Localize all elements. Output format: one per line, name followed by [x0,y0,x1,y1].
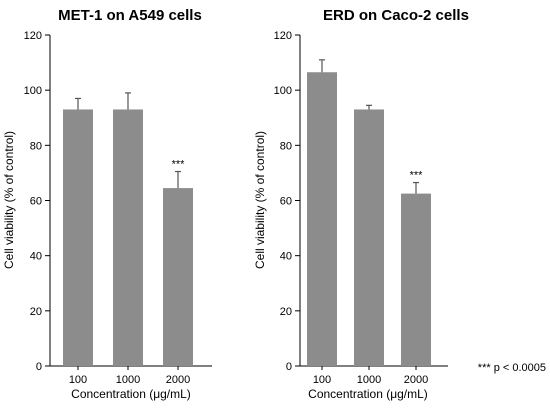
bar [163,188,193,366]
significance-label: *** [172,159,186,171]
chart-panel-erd: ERD on Caco-2 cells Cell viability (% of… [253,7,469,401]
bar [354,109,384,366]
y-tick-label: 40 [280,251,292,263]
x-tick-label: 2000 [166,374,190,386]
chart-marks: 0 20 40 60 80 100 120 100 1000 2000 *** [24,30,212,386]
y-tick-label: 60 [280,196,292,208]
y-tick-label: 0 [286,361,292,373]
y-axis-label: Cell viability (% of control) [253,131,267,269]
y-axis-label: Cell viability (% of control) [2,131,16,269]
y-tick-label: 20 [280,306,292,318]
x-tick-label: 2000 [404,374,428,386]
chart-panel-met1: MET-1 on A549 cells Cell viability (% of… [2,7,212,401]
y-tick-label: 60 [30,196,42,208]
y-tick-label: 80 [30,140,42,152]
y-tick-label: 40 [30,251,42,263]
y-tick-label: 120 [24,30,42,42]
x-axis-label: Concentration (μg/mL) [308,387,428,401]
x-axis-label: Concentration (μg/mL) [71,387,191,401]
bar [113,109,143,366]
y-tick-label: 120 [274,30,292,42]
x-tick-label: 1000 [357,374,381,386]
significance-label: *** [410,170,424,182]
y-tick-label: 20 [30,306,42,318]
bar [401,193,431,366]
x-tick-label: 100 [69,374,87,386]
chart-title: ERD on Caco-2 cells [323,7,469,24]
y-tick-label: 80 [280,140,292,152]
y-tick-label: 100 [24,85,42,97]
bar [307,72,337,367]
bar [63,109,93,366]
chart-title: MET-1 on A549 cells [58,7,202,24]
x-tick-label: 1000 [116,374,140,386]
y-tick-label: 100 [274,85,292,97]
y-tick-label: 0 [36,361,42,373]
x-tick-label: 100 [313,374,331,386]
chart-marks: 0 20 40 60 80 100 120 100 1000 2000 *** [274,30,448,386]
significance-footnote: *** p < 0.0005 [478,362,546,374]
